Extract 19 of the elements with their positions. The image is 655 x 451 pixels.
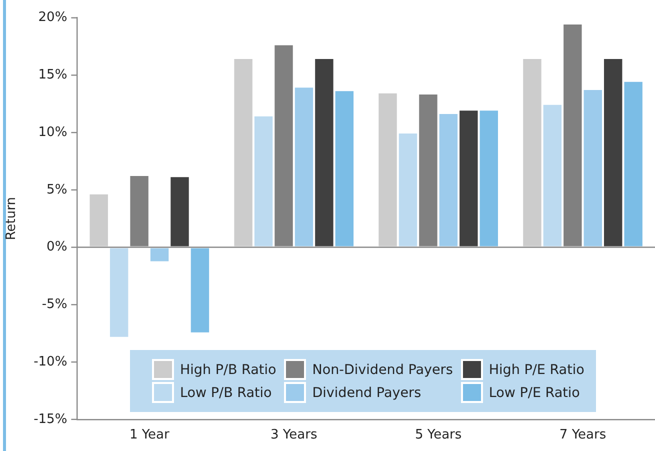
legend-label: Dividend Payers [312, 384, 422, 400]
y-tick-label: -5% [42, 297, 68, 312]
x-tick-label: 7 Years [559, 428, 606, 443]
legend-label: High P/E Ratio [488, 362, 584, 378]
y-tick-label: 15% [38, 68, 68, 83]
y-tick-label: -10% [34, 354, 68, 370]
x-tick-label: 3 Years [270, 428, 318, 443]
x-tick-label: 1 Year [129, 428, 170, 443]
x-tick-label: 5 Years [414, 428, 462, 443]
legend-label: Low P/B Ratio [180, 384, 272, 400]
legend-label: Non-Dividend Payers [312, 362, 453, 378]
legend-label: Low P/E Ratio [488, 384, 580, 400]
y-axis-title: Return [4, 197, 20, 240]
y-tick-label: -15% [34, 412, 68, 427]
y-tick-label: 20% [38, 10, 68, 26]
y-tick-label: 5% [46, 182, 68, 198]
legend-label: High P/B Ratio [180, 362, 276, 378]
y-tick-label: 0% [46, 240, 68, 255]
y-tick-label: 10% [38, 124, 68, 140]
